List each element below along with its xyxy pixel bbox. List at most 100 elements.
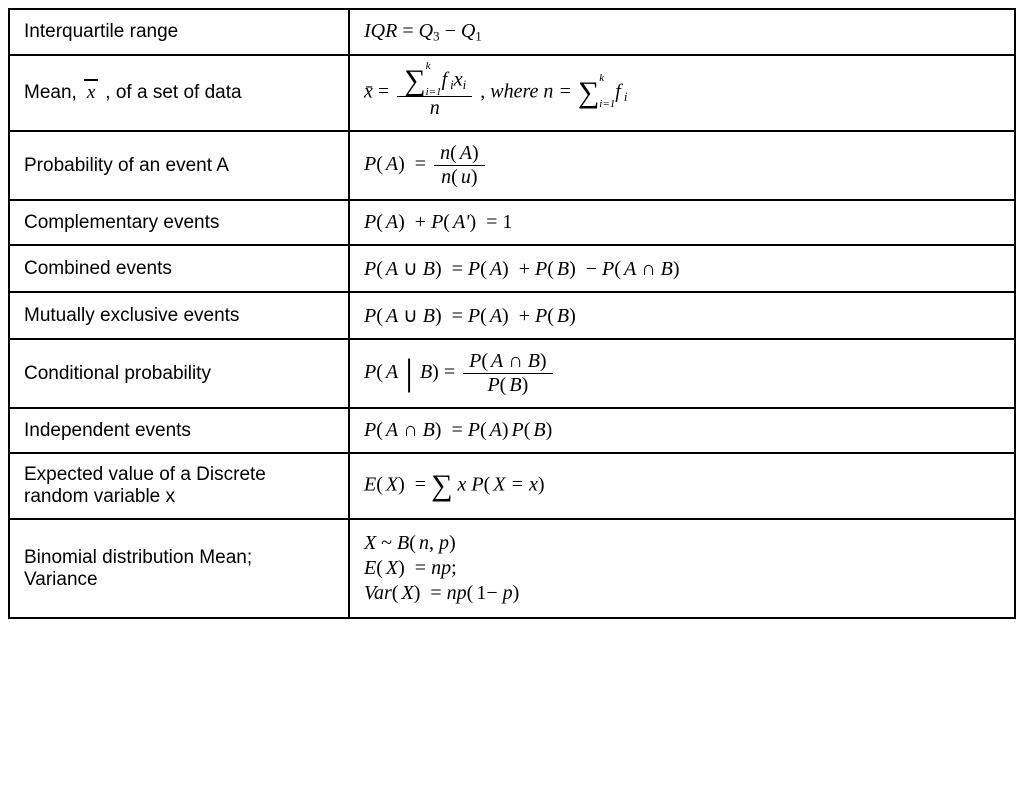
text: A bbox=[490, 258, 502, 280]
text: = bbox=[481, 211, 502, 233]
text: ( bbox=[480, 305, 487, 327]
text: p bbox=[439, 532, 449, 554]
text: f bbox=[442, 69, 448, 91]
text: ∩ bbox=[636, 258, 660, 280]
text: , where n = bbox=[475, 81, 577, 103]
text: P bbox=[364, 153, 376, 175]
xbar: x bbox=[82, 82, 100, 104]
text: ∩ bbox=[503, 350, 527, 372]
text: = bbox=[410, 557, 431, 579]
formula-line: Var(X) = np(1− p) bbox=[364, 582, 519, 605]
table-row: Mutually exclusive events P(A ∪ B) = P(A… bbox=[9, 292, 1015, 339]
text: − bbox=[486, 582, 502, 604]
text: x bbox=[454, 69, 463, 91]
text: X bbox=[401, 582, 413, 604]
text: ( bbox=[376, 419, 383, 441]
text: ∪ bbox=[398, 258, 423, 280]
text: A bbox=[491, 350, 503, 372]
text: ( bbox=[376, 361, 383, 383]
text: Q bbox=[419, 20, 433, 42]
label-iqr: Interquartile range bbox=[9, 9, 349, 55]
text: P bbox=[364, 258, 376, 280]
text: ) bbox=[398, 153, 405, 175]
text: A bbox=[386, 305, 398, 327]
text: P bbox=[431, 211, 443, 233]
text: A bbox=[386, 153, 398, 175]
formula-combined: P(A ∪ B) = P(A) + P(B) − P(A ∩ B) bbox=[349, 245, 1015, 292]
text: ( bbox=[480, 258, 487, 280]
text: B bbox=[420, 361, 432, 383]
label-independent: Independent events bbox=[9, 408, 349, 453]
formula-complementary: P(A) + P(A') = 1 bbox=[349, 200, 1015, 245]
text: − bbox=[440, 20, 461, 42]
text: E bbox=[364, 474, 376, 496]
text: = bbox=[410, 153, 431, 175]
text: ( bbox=[376, 258, 383, 280]
table-row: Mean, x , of a set of data x̄ = ∑ k i=1 … bbox=[9, 55, 1015, 131]
formula-iqr: IQR = Q3 − Q1 bbox=[349, 9, 1015, 55]
text: B bbox=[423, 258, 435, 280]
text: , of a set of data bbox=[100, 82, 242, 103]
text: p bbox=[503, 582, 513, 604]
text: P bbox=[364, 419, 376, 441]
text: n bbox=[419, 532, 429, 554]
text: B bbox=[423, 419, 435, 441]
text: ( bbox=[481, 350, 488, 372]
text: ) bbox=[432, 361, 439, 383]
text: ( bbox=[484, 474, 491, 496]
text: X bbox=[386, 557, 398, 579]
text: ) bbox=[569, 305, 576, 327]
text: P bbox=[468, 258, 480, 280]
text: A bbox=[386, 419, 398, 441]
text: Var bbox=[364, 582, 392, 604]
formula-line: X ~ B(n, p) bbox=[364, 532, 519, 555]
text: ) bbox=[469, 211, 476, 233]
text: ( bbox=[547, 305, 554, 327]
text: x bbox=[87, 82, 95, 103]
text: = bbox=[410, 474, 431, 496]
text: n bbox=[441, 166, 451, 188]
text: ( bbox=[376, 153, 383, 175]
text: ) bbox=[502, 305, 509, 327]
text: ) bbox=[513, 582, 520, 604]
text: B bbox=[661, 258, 673, 280]
text: + bbox=[514, 305, 535, 327]
label-complementary: Complementary events bbox=[9, 200, 349, 245]
text: ( bbox=[451, 166, 458, 188]
text: ) bbox=[471, 166, 478, 188]
text: Q bbox=[461, 20, 475, 42]
formula-lines: X ~ B(n, p) E(X) = np; Var(X) = np(1− p) bbox=[364, 530, 519, 607]
text: Binomial distribution Mean; bbox=[24, 547, 252, 568]
text: ( bbox=[480, 419, 487, 441]
formula-conditional: P(A│B) = P(A ∩ B) P(B) bbox=[349, 339, 1015, 408]
text: X = x bbox=[493, 474, 538, 496]
text: B bbox=[397, 532, 409, 554]
text: 1 bbox=[476, 582, 486, 604]
text: ) bbox=[540, 350, 547, 372]
text: ( bbox=[376, 305, 383, 327]
text: P bbox=[364, 361, 376, 383]
table-row: Complementary events P(A) + P(A') = 1 bbox=[9, 200, 1015, 245]
text: ~ bbox=[376, 532, 397, 554]
formula-binomial: X ~ B(n, p) E(X) = np; Var(X) = np(1− p) bbox=[349, 519, 1015, 618]
text: i bbox=[463, 77, 467, 92]
text: ) bbox=[472, 142, 479, 164]
text: ) bbox=[435, 419, 442, 441]
text: P bbox=[535, 258, 547, 280]
fraction: n(A) n(u) bbox=[434, 142, 485, 189]
text: A bbox=[386, 211, 398, 233]
text: ) bbox=[398, 474, 405, 496]
text: ( bbox=[443, 211, 450, 233]
sigma: ∑ k i=1 bbox=[578, 78, 599, 108]
text: = bbox=[397, 20, 418, 42]
text: A' bbox=[453, 211, 470, 233]
text: ∪ bbox=[398, 305, 423, 327]
text: f bbox=[615, 81, 621, 103]
text: ) bbox=[546, 419, 553, 441]
text: A bbox=[460, 142, 472, 164]
text: Mean, bbox=[24, 82, 82, 103]
formula-independent: P(A ∩ B) = P(A)P(B) bbox=[349, 408, 1015, 453]
text: B bbox=[528, 350, 540, 372]
text: 1 bbox=[475, 28, 482, 43]
text: x bbox=[457, 474, 466, 496]
